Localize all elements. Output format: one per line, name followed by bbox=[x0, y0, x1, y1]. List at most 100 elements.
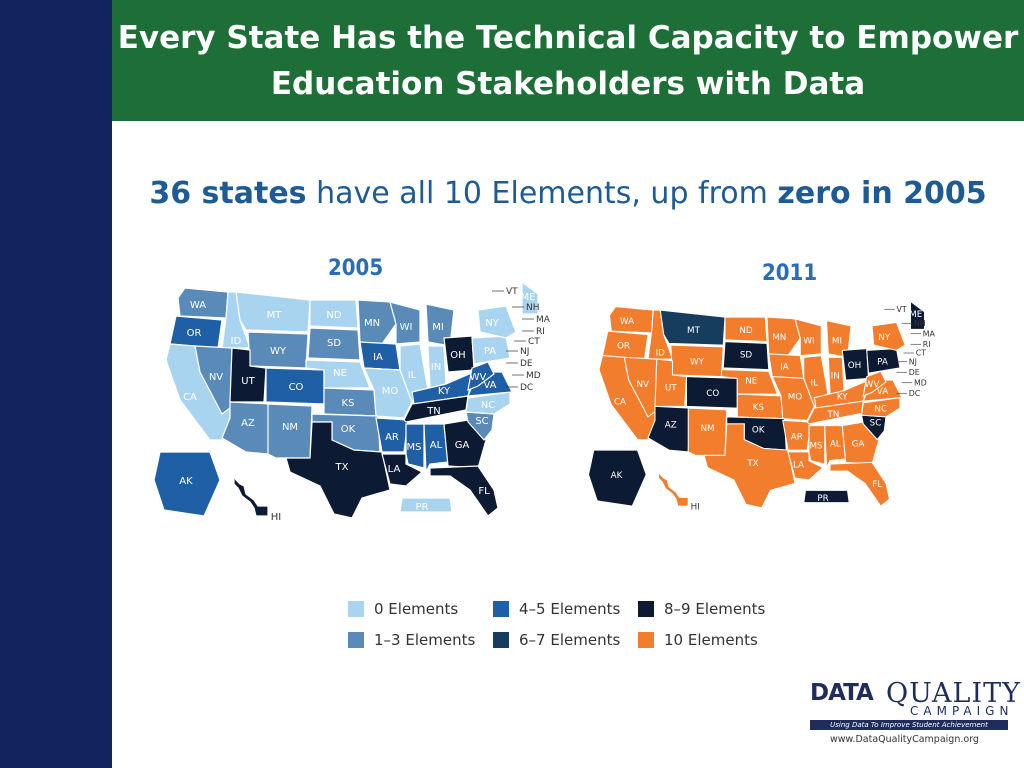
state-label-id: ID bbox=[656, 349, 666, 359]
data-quality-campaign-logo: DATA QUALITY CAMPAIGN Using Data To Impr… bbox=[806, 678, 1020, 748]
state-label-ne: NE bbox=[333, 368, 347, 379]
state-pa bbox=[866, 348, 901, 374]
state-label-tn: TN bbox=[426, 406, 441, 417]
state-label-ak: AK bbox=[611, 471, 623, 481]
state-ny bbox=[477, 305, 517, 339]
small-state-label-de: DE bbox=[520, 359, 533, 369]
state-hi bbox=[657, 470, 689, 507]
state-label-la: LA bbox=[388, 464, 401, 475]
state-wv bbox=[862, 370, 887, 397]
state-label-al: AL bbox=[830, 440, 841, 450]
small-state-label-nh: NH bbox=[526, 303, 540, 313]
state-nd bbox=[724, 316, 768, 343]
subtitle-bold-baseline: zero in 2005 bbox=[777, 176, 987, 211]
state-label-ar: AR bbox=[791, 433, 803, 443]
legend-item-4: 8–9 Elements bbox=[638, 600, 765, 618]
state-label-wi: WI bbox=[400, 322, 413, 333]
state-label-ok: OK bbox=[752, 426, 765, 436]
state-label-ne: NE bbox=[745, 377, 757, 387]
state-label-sc: SC bbox=[870, 419, 882, 429]
state-label-nm: NM bbox=[700, 424, 714, 434]
state-label-sd: SD bbox=[740, 350, 753, 360]
subtitle-middle: have all 10 Elements, up from bbox=[306, 176, 778, 211]
state-ms bbox=[808, 425, 826, 465]
state-nd bbox=[309, 299, 359, 329]
title-line-2: Education Stakeholders with Data bbox=[270, 65, 866, 102]
state-label-hi: HI bbox=[271, 512, 281, 523]
state-tx bbox=[703, 423, 796, 509]
state-label-me: ME bbox=[521, 292, 536, 303]
state-label-ga: GA bbox=[852, 440, 865, 450]
legend-swatch-3 bbox=[493, 632, 509, 648]
state-tx bbox=[285, 421, 391, 519]
small-state-label-vt: VT bbox=[897, 305, 907, 314]
state-label-ny: NY bbox=[485, 318, 499, 329]
state-label-co: CO bbox=[706, 389, 719, 399]
state-label-wv: WV bbox=[865, 380, 880, 390]
small-state-label-md: MD bbox=[914, 378, 927, 387]
state-label-oh: OH bbox=[848, 361, 861, 371]
state-label-ut: UT bbox=[241, 376, 255, 387]
state-fl bbox=[829, 461, 891, 507]
state-label-mn: MN bbox=[772, 333, 786, 343]
state-label-tx: TX bbox=[335, 462, 349, 473]
state-label-al: AL bbox=[430, 440, 443, 451]
map-2011-year: 2011 bbox=[762, 261, 818, 286]
small-state-label-md: MD bbox=[526, 371, 541, 381]
map-2011: WA OR CA ID NV MT WY UT AZ CO NM ND SD NE KS OK TX MN IA MO… bbox=[587, 300, 935, 513]
state-label-ks: KS bbox=[753, 403, 765, 413]
state-label-oh: OH bbox=[450, 350, 465, 361]
state-label-nm: NM bbox=[282, 422, 298, 433]
legend-item-0: 0 Elements bbox=[348, 600, 458, 618]
state-label-tn: TN bbox=[827, 410, 840, 420]
state-label-nv: NV bbox=[636, 380, 649, 390]
state-ar bbox=[782, 419, 812, 451]
legend-label-3: 6–7 Elements bbox=[519, 631, 621, 649]
state-label-va: VA bbox=[877, 387, 888, 397]
sidebar-band bbox=[0, 0, 112, 768]
state-label-ia: IA bbox=[780, 363, 789, 373]
small-state-label-nj: NJ bbox=[520, 347, 529, 357]
state-label-or: OR bbox=[187, 328, 202, 339]
state-me bbox=[521, 280, 539, 315]
state-label-ms: MS bbox=[407, 442, 422, 453]
state-label-mi: MI bbox=[832, 336, 842, 346]
logo-word-data: DATA bbox=[810, 680, 874, 706]
state-label-mi: MI bbox=[432, 322, 444, 333]
state-label-mt: MT bbox=[267, 310, 283, 321]
small-state-label-ct: CT bbox=[528, 337, 540, 347]
state-label-sd: SD bbox=[327, 338, 341, 349]
small-state-label-ma: MA bbox=[536, 315, 550, 325]
state-sd bbox=[307, 327, 361, 361]
state-label-il: IL bbox=[408, 370, 417, 381]
state-label-ok: OK bbox=[341, 424, 356, 435]
state-label-ca: CA bbox=[183, 392, 197, 403]
small-state-label-ma: MA bbox=[923, 329, 935, 338]
legend-label-1: 1–3 Elements bbox=[374, 631, 476, 649]
state-label-pa: PA bbox=[877, 357, 888, 367]
state-ar bbox=[375, 417, 409, 453]
legend-item-2: 4–5 Elements bbox=[493, 600, 620, 618]
state-label-wa: WA bbox=[190, 300, 206, 311]
state-label-la: LA bbox=[793, 461, 804, 471]
state-label-fl: FL bbox=[872, 480, 882, 490]
state-label-mn: MN bbox=[364, 318, 380, 329]
state-mn bbox=[766, 316, 801, 357]
title-line-1: Every State Has the Technical Capacity t… bbox=[117, 19, 1019, 56]
state-ny bbox=[871, 321, 906, 351]
state-fl bbox=[429, 465, 499, 517]
slide-title: Every State Has the Technical Capacity t… bbox=[112, 0, 1024, 121]
state-label-sc: SC bbox=[475, 416, 488, 427]
map-2005-year: 2005 bbox=[328, 256, 384, 281]
state-sd bbox=[722, 341, 770, 371]
state-ak bbox=[587, 449, 647, 507]
state-label-ky: KY bbox=[837, 392, 848, 402]
state-label-ak: AK bbox=[179, 476, 193, 487]
legend-swatch-5 bbox=[638, 632, 654, 648]
state-label-ca: CA bbox=[614, 398, 626, 408]
state-ga bbox=[841, 421, 880, 465]
state-label-wy: WY bbox=[690, 357, 705, 367]
logo-tagline: Using Data To Improve Student Achievemen… bbox=[810, 720, 1008, 730]
small-state-label-vt: VT bbox=[506, 287, 518, 297]
legend-swatch-2 bbox=[493, 601, 509, 617]
